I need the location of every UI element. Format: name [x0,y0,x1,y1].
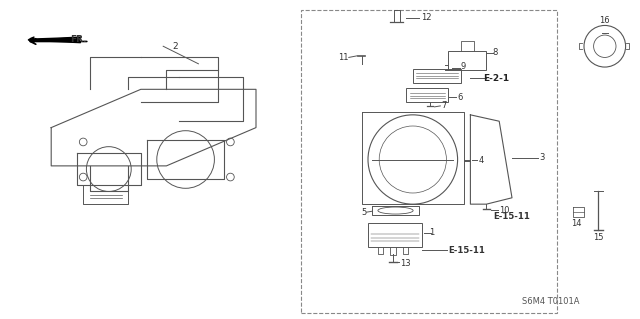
Text: 16: 16 [600,16,610,25]
Text: 7: 7 [442,101,447,110]
Text: 3: 3 [540,153,545,162]
Text: S6M4 T0101A: S6M4 T0101A [522,297,579,306]
Text: 8: 8 [493,48,498,57]
Text: 1: 1 [429,228,434,237]
Text: E-15-11: E-15-11 [448,246,485,255]
Text: E-2-1: E-2-1 [483,74,509,83]
Text: FR.: FR. [70,35,87,44]
Text: 14: 14 [571,219,581,228]
Text: 12: 12 [421,13,431,22]
Text: 15: 15 [593,233,604,242]
Text: 2: 2 [173,42,179,51]
Text: 6: 6 [458,93,463,102]
Text: 4: 4 [479,156,484,165]
Text: E-15-11: E-15-11 [493,212,530,221]
Text: 9: 9 [461,63,466,71]
Text: 5: 5 [362,208,367,217]
Text: 10: 10 [499,206,509,215]
Text: 13: 13 [400,259,411,268]
Text: 11: 11 [339,53,349,62]
